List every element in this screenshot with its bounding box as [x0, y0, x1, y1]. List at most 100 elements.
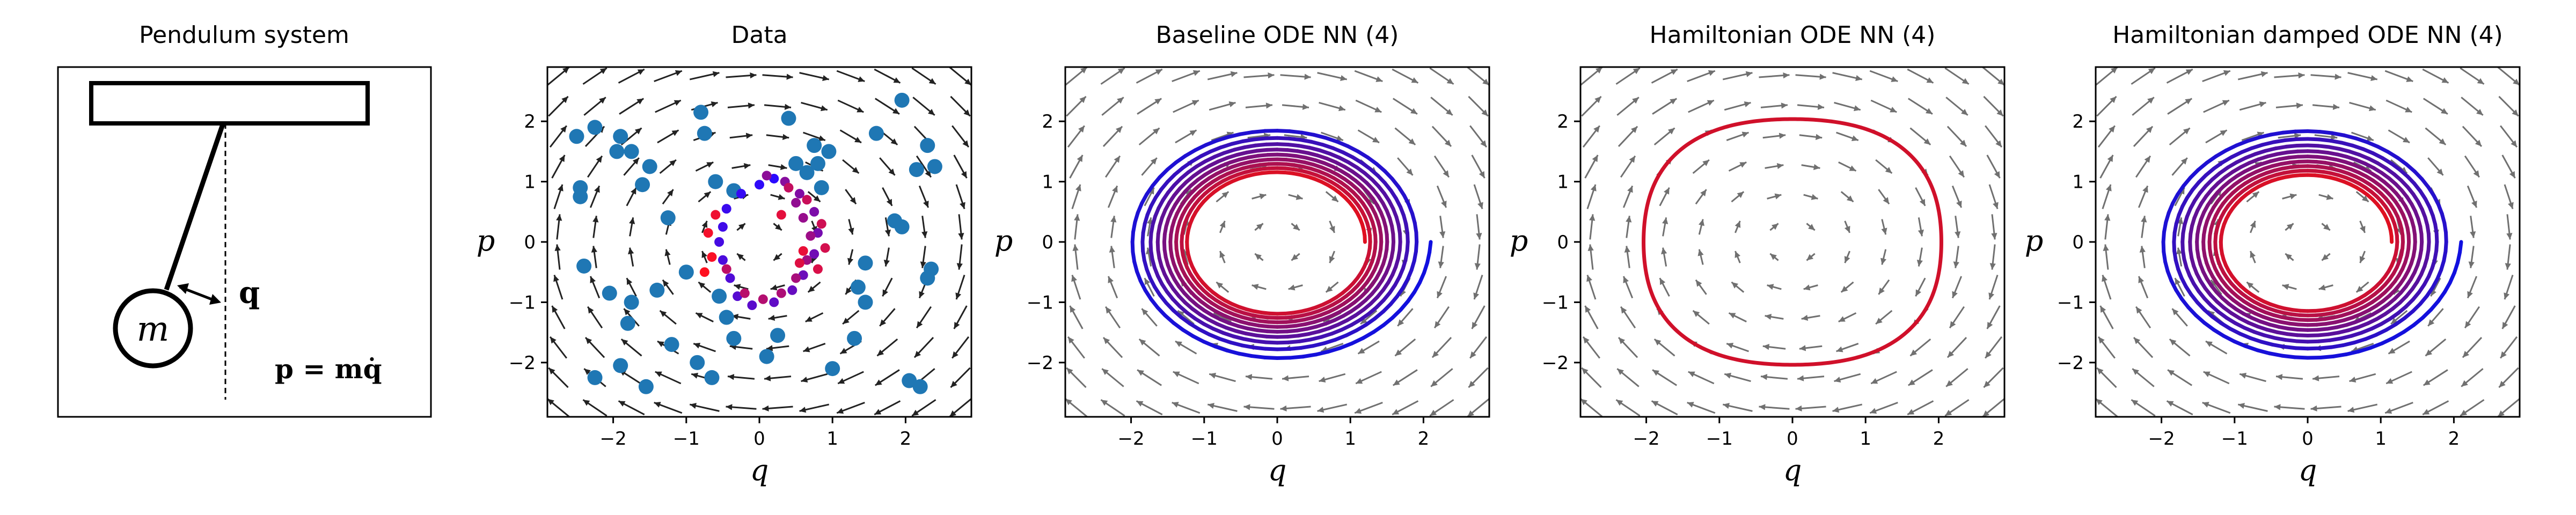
quiver-arrow-head [2105, 184, 2112, 192]
quiver-arrow-head [1117, 97, 1124, 104]
quiver-arrow-head [2139, 246, 2146, 253]
quiver-arrow-head [2176, 247, 2183, 255]
quiver-arrow-head [1372, 137, 1380, 143]
quiver-arrow-head [1177, 311, 1185, 317]
quiver-arrow-head [1994, 171, 2000, 178]
quiver-arrow-head [1737, 192, 1744, 198]
trajectory-point [718, 222, 728, 232]
quiver-arrow-head [712, 71, 720, 77]
trajectory-segment [1238, 130, 1255, 136]
quiver-arrow-head [2104, 214, 2111, 221]
quiver-arrow-head [892, 108, 899, 114]
quiver-arrow-head [1479, 171, 1485, 178]
trajectory-segment [1252, 345, 1268, 351]
quiver-arrow-head [2366, 135, 2374, 141]
trajectory-segment [2294, 346, 2310, 351]
quiver-arrow-head [1228, 101, 1236, 107]
quiver-arrow-head [1995, 140, 2002, 148]
axes-frame [546, 66, 972, 418]
quiver-arrow-head [1908, 379, 1915, 386]
quiver-arrow-head [548, 367, 555, 374]
quiver-arrow-head [2294, 133, 2301, 139]
quiver-arrow-head [2298, 72, 2305, 79]
quiver-arrow-head [1173, 371, 1180, 377]
pendulum-support [89, 81, 370, 126]
quiver-arrow-head [1617, 369, 1624, 376]
trajectory-segment [2368, 341, 2384, 350]
quiver-arrow-head [928, 108, 935, 115]
quiver-arrow-head [1989, 263, 1996, 270]
quiver-arrow-head [2274, 404, 2281, 410]
data-point [858, 295, 873, 310]
quiver-arrow-head [1395, 349, 1402, 356]
quiver-arrow-head [585, 337, 592, 344]
trajectory-segment [1172, 321, 1185, 332]
quiver-arrow-head [1108, 276, 1114, 283]
quiver-arrow-head [1589, 214, 1596, 221]
quiver-arrow-head [1819, 73, 1826, 80]
quiver-arrow-head [1616, 400, 1623, 406]
trajectory-segment [1241, 137, 1256, 143]
quiver-arrow-head [848, 227, 854, 235]
trajectory-segment [2293, 355, 2310, 360]
trajectory-segment [2421, 307, 2433, 320]
quiver-arrow-head [2471, 201, 2477, 208]
trajectory-segment [1326, 346, 1343, 354]
quiver-arrow-head [1799, 345, 1806, 351]
trajectory-segment [1335, 139, 1350, 149]
trajectory-segment [2391, 330, 2406, 340]
quiver-field [1065, 67, 1489, 417]
data-point [708, 174, 723, 189]
quiver-arrow-head [559, 154, 565, 162]
data-point [609, 144, 625, 159]
momentum-equation: p = mq̇ [275, 353, 382, 385]
trajectory-point [816, 219, 826, 229]
trajectory-segment [2306, 346, 2322, 351]
quiver-arrow-head [955, 292, 962, 300]
quiver-arrow-head [1915, 289, 1921, 297]
quiver-arrow-head [1336, 135, 1343, 141]
quiver-arrow-head [1230, 71, 1238, 77]
quiver-arrow-head [1982, 410, 1989, 417]
trajectory-segment [1338, 341, 1354, 350]
data-point [770, 328, 786, 343]
y-axis-label: p [1510, 224, 1528, 258]
quiver-arrow-head [2202, 402, 2209, 408]
trajectory-segment [1219, 142, 1234, 150]
trajectory-segment [2257, 133, 2273, 139]
quiver-arrow-head [2185, 69, 2193, 75]
quiver-arrow-head [1282, 375, 1289, 381]
trajectory-segment [2260, 140, 2275, 147]
quiver-arrow-head [2334, 73, 2341, 80]
x-tick-label: −2 [1118, 428, 1145, 450]
quiver-arrow-head [1291, 254, 1299, 261]
quiver-arrow-head [592, 216, 599, 223]
quiver-arrow-head [1397, 319, 1404, 326]
quiver-arrow-head [1189, 130, 1197, 136]
quiver-arrow-head [1955, 231, 1961, 238]
quiver-arrow-head [655, 371, 662, 377]
quiver-arrow-head [2385, 408, 2392, 414]
quiver-arrow-head [1815, 134, 1823, 141]
quiver-arrow-head [1624, 246, 1630, 253]
quiver-arrow-head [1708, 70, 1715, 76]
quiver-arrow-head [2506, 233, 2513, 240]
quiver-arrow-head [675, 70, 682, 76]
quiver-arrow-head [2330, 134, 2338, 141]
quiver-arrow-head [2240, 372, 2247, 379]
quiver-arrow-head [1467, 410, 1474, 417]
quiver-arrow-head [1838, 316, 1846, 322]
quiver-arrow-head [2405, 107, 2412, 113]
trajectory-segment [1345, 144, 1360, 153]
x-tick-label: 2 [2448, 428, 2460, 450]
trajectory-segment [1350, 336, 1365, 345]
quiver-arrow-head [1623, 276, 1629, 283]
quiver-arrow-head [1697, 249, 1704, 256]
quiver-arrow-head [2508, 202, 2514, 209]
trajectory-point [794, 258, 804, 268]
quiver-arrow-head [1356, 378, 1363, 384]
trajectory-segment [1399, 299, 1410, 312]
trajectory-segment [2344, 349, 2361, 357]
coordinate-arrow-head-right [209, 294, 221, 305]
quiver-arrow-head [1844, 225, 1850, 233]
